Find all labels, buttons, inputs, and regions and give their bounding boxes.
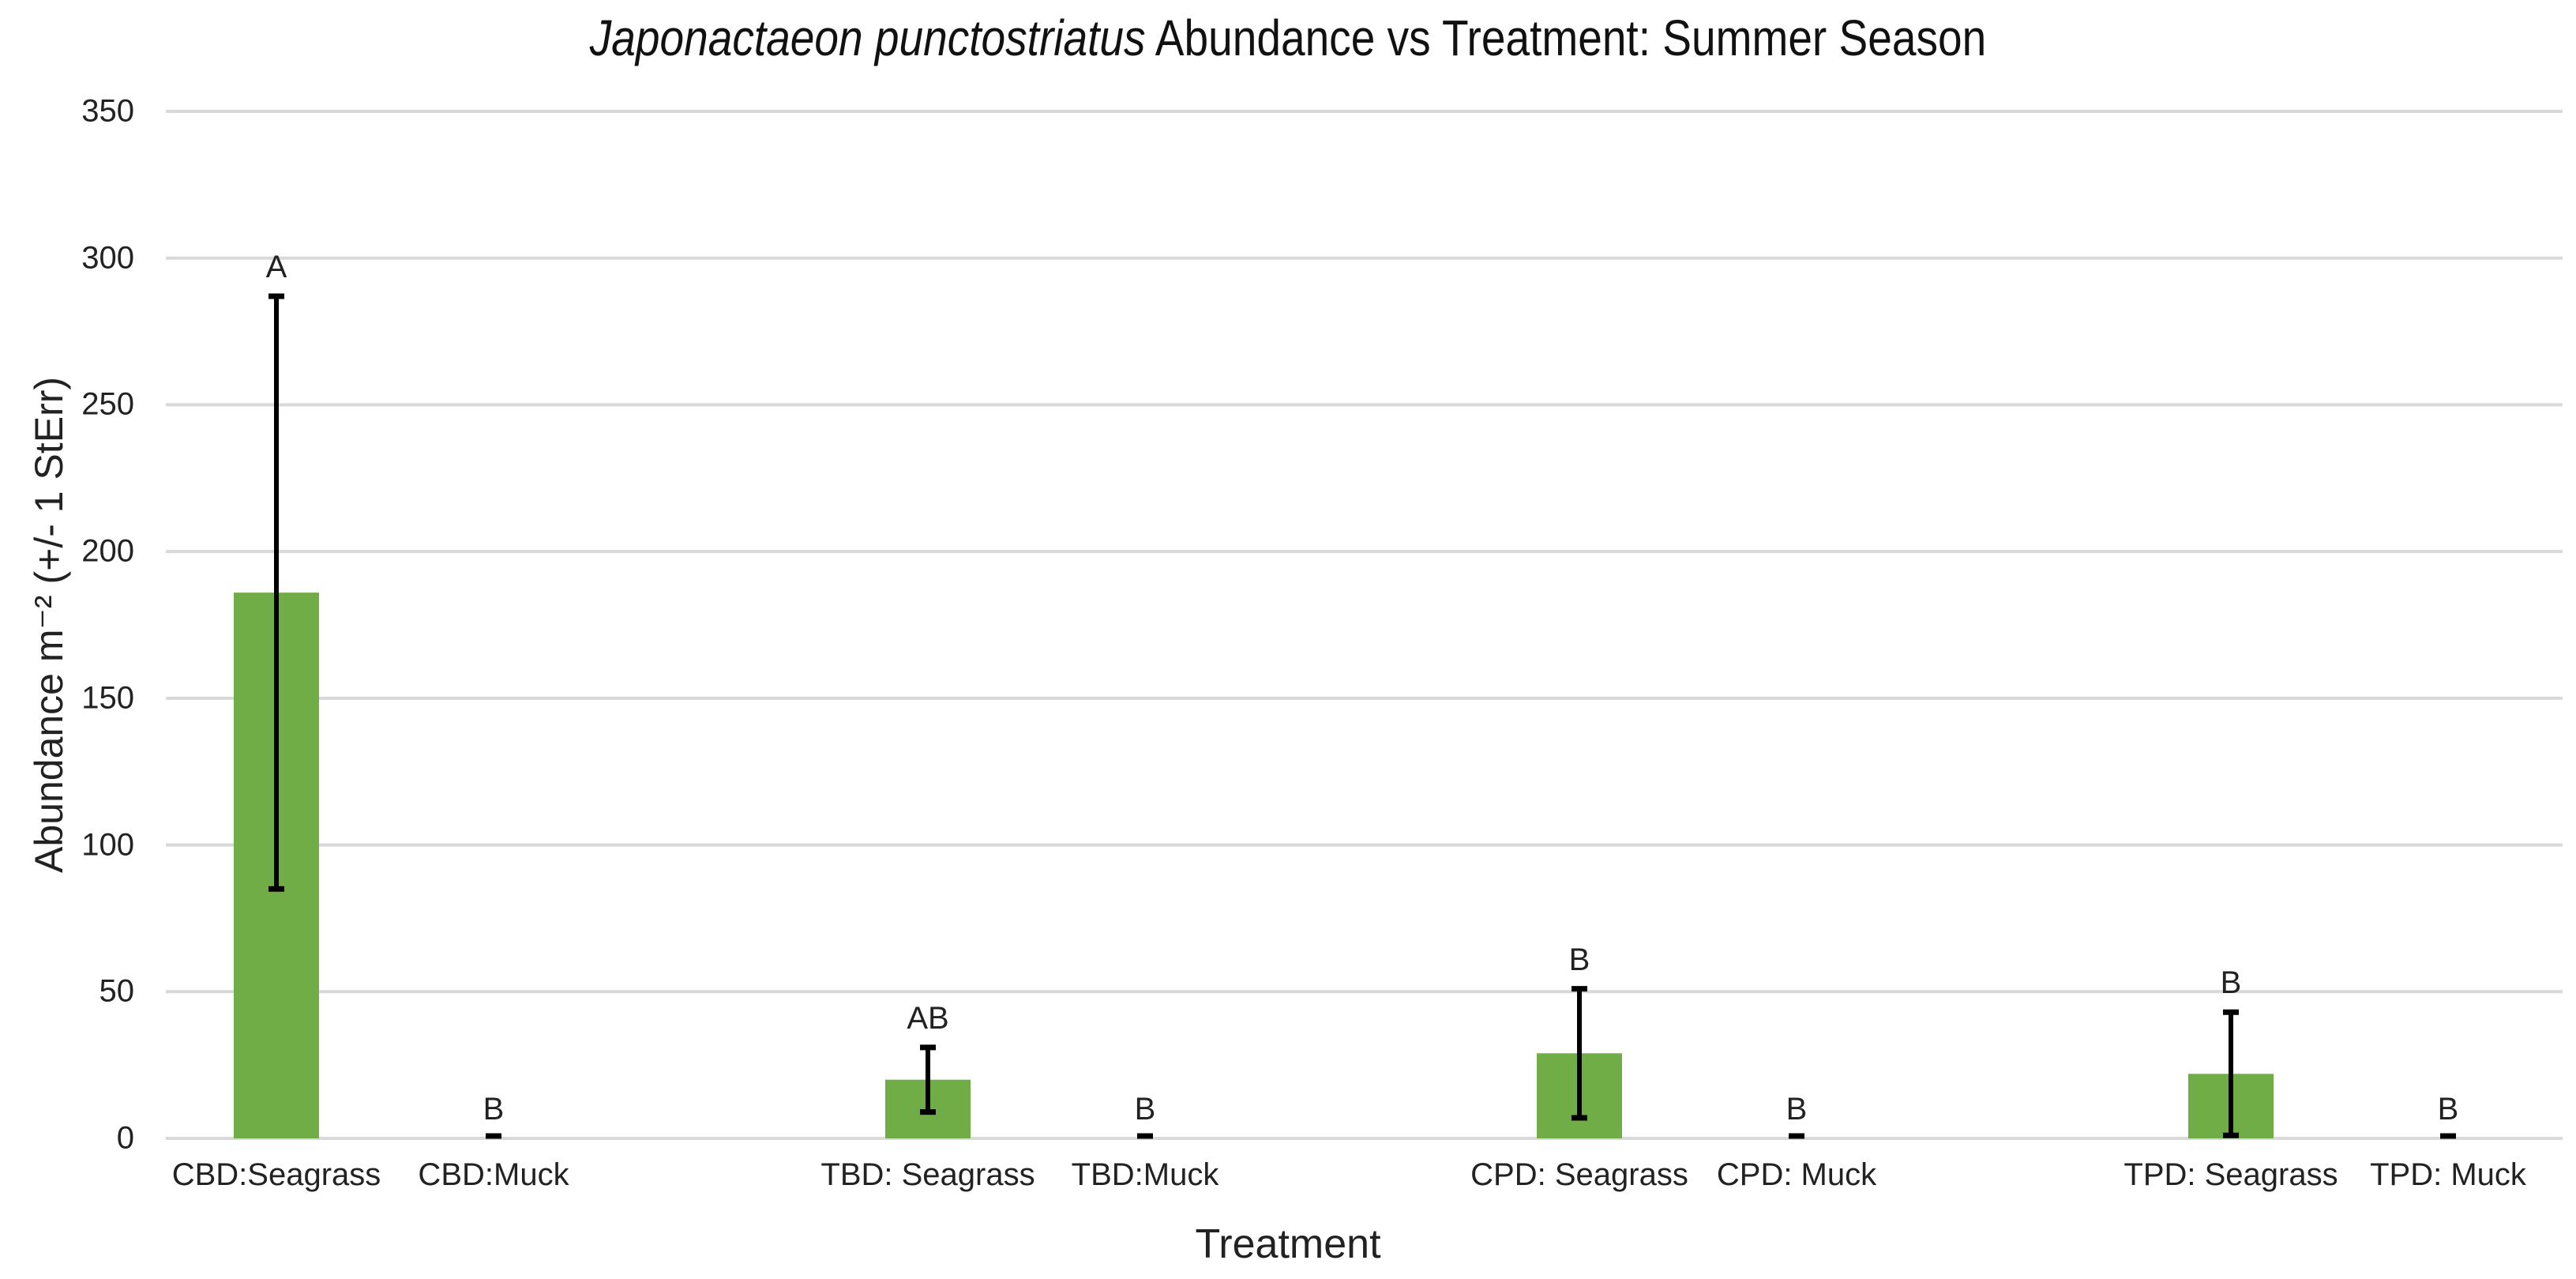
y-tick-label: 50 xyxy=(99,973,135,1009)
x-tick-label: TBD:Muck xyxy=(1071,1157,1219,1192)
chart-title-rest: Abundance vs Treatment: Summer Season xyxy=(1145,9,1987,66)
y-tick-label: 100 xyxy=(81,827,134,863)
x-axis-label: Treatment xyxy=(1195,1221,1381,1267)
error-bar xyxy=(2223,1009,2239,1138)
chart-title-species: Japonactaeon punctostriatus xyxy=(589,9,1146,66)
significance-letter: B xyxy=(1568,942,1590,977)
x-tick-label: TPD: Muck xyxy=(2370,1157,2526,1192)
x-tick-label: TBD: Seagrass xyxy=(820,1157,1035,1192)
x-tick-label: CPD: Seagrass xyxy=(1470,1157,1688,1192)
x-tick-label: CBD:Muck xyxy=(418,1157,569,1192)
y-tick-label: 150 xyxy=(81,680,134,716)
y-tick-label: 250 xyxy=(81,386,134,422)
significance-letter: B xyxy=(483,1092,505,1127)
significance-letter: AB xyxy=(907,1000,949,1036)
x-tick-label: CBD:Seagrass xyxy=(171,1157,381,1192)
x-tick-label: TPD: Seagrass xyxy=(2124,1157,2338,1192)
significance-letter: B xyxy=(1134,1092,1156,1127)
y-tick-label: 350 xyxy=(81,93,134,129)
significance-letter: B xyxy=(1786,1092,1808,1127)
error-bar xyxy=(1572,986,1587,1121)
y-tick-label: 300 xyxy=(81,240,134,276)
significance-letter: A xyxy=(265,250,287,284)
significance-letter: B xyxy=(2437,1092,2459,1127)
y-tick-label: 0 xyxy=(116,1120,134,1156)
y-tick-label: 200 xyxy=(81,533,134,569)
chart-title: Japonactaeon punctostriatus Abundance vs… xyxy=(180,6,2395,70)
error-bar xyxy=(920,1044,936,1115)
x-tick-label: CPD: Muck xyxy=(1716,1157,1877,1192)
significance-letter: B xyxy=(2220,965,2242,1001)
error-bar xyxy=(268,293,284,892)
